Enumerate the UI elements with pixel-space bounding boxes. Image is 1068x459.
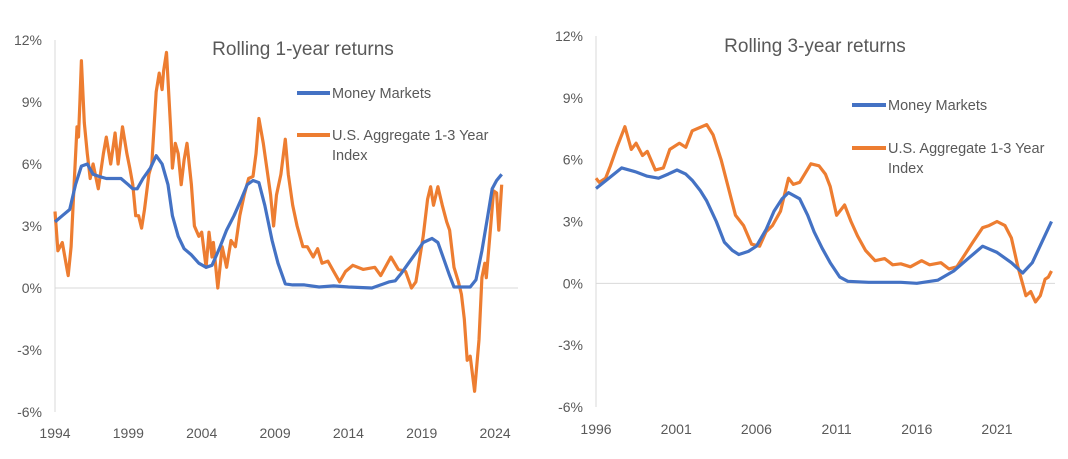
series-line-money-markets: [594, 166, 1053, 285]
x-tick-label: 2001: [661, 421, 692, 437]
chart-title: Rolling 3-year returns: [724, 36, 906, 57]
x-tick-label: 2016: [901, 421, 932, 437]
x-tick-label: 2019: [406, 425, 437, 441]
chart-title: Rolling 1-year returns: [212, 39, 394, 60]
legend-label-money-markets: Money Markets: [888, 98, 987, 114]
y-tick-label: 3%: [563, 214, 583, 230]
y-tick-label: 0%: [563, 275, 583, 291]
x-tick-label: 1996: [580, 421, 611, 437]
legend-label-line: U.S. Aggregate 1-3 Year: [888, 141, 1045, 157]
y-tick-label: -3%: [17, 342, 42, 358]
y-tick-label: 9%: [22, 94, 42, 110]
y-tick-label: 12%: [555, 28, 583, 44]
y-tick-label: 6%: [563, 152, 583, 168]
chart-rolling-3-year: 12% 9% 6% 3% 0% -3% -6% 1996 2001 2006 2011 2016 202…: [555, 28, 1055, 437]
axes: 12% 9% 6% 3% 0% -3% -6% 1994 1999 2004 2009 2014 201…: [14, 32, 518, 441]
y-tick-label: -6%: [558, 399, 583, 415]
legend-label-line: Index: [888, 161, 924, 177]
y-tick-label: -3%: [558, 337, 583, 353]
y-tick-label: -6%: [17, 404, 42, 420]
legend-label-line: U.S. Aggregate 1-3 Year: [332, 128, 489, 144]
x-tick-label: 2024: [480, 425, 511, 441]
y-tick-label: 9%: [563, 90, 583, 106]
legend-label-us-aggregate: U.S. Aggregate 1-3 Year Index: [332, 128, 489, 164]
legend-label-us-aggregate: U.S. Aggregate 1-3 Year Index: [888, 141, 1045, 177]
y-tick-label: 12%: [14, 32, 42, 48]
x-tick-label: 1994: [39, 425, 70, 441]
x-tick-label: 2006: [741, 421, 772, 437]
legend-label-line: Index: [332, 148, 368, 164]
y-tick-label: 3%: [22, 218, 42, 234]
x-tick-label: 1999: [113, 425, 144, 441]
axes: 12% 9% 6% 3% 0% -3% -6% 1996 2001 2006 2011 2016 202…: [555, 28, 1055, 437]
series-line-us-aggregate: [594, 123, 1053, 304]
chart-rolling-1-year: 12% 9% 6% 3% 0% -3% -6% 1994 1999 2004 2009 2014 201…: [14, 32, 518, 441]
y-tick-label: 6%: [22, 156, 42, 172]
series-line-money-markets: [53, 154, 503, 290]
y-tick-label: 0%: [22, 280, 42, 296]
x-tick-label: 2004: [186, 425, 217, 441]
series-line-us-aggregate: [53, 50, 504, 393]
x-tick-label: 2011: [822, 421, 852, 437]
x-tick-label: 2009: [259, 425, 290, 441]
x-tick-label: 2014: [333, 425, 364, 441]
x-tick-label: 2021: [981, 421, 1012, 437]
legend-label-money-markets: Money Markets: [332, 86, 431, 102]
